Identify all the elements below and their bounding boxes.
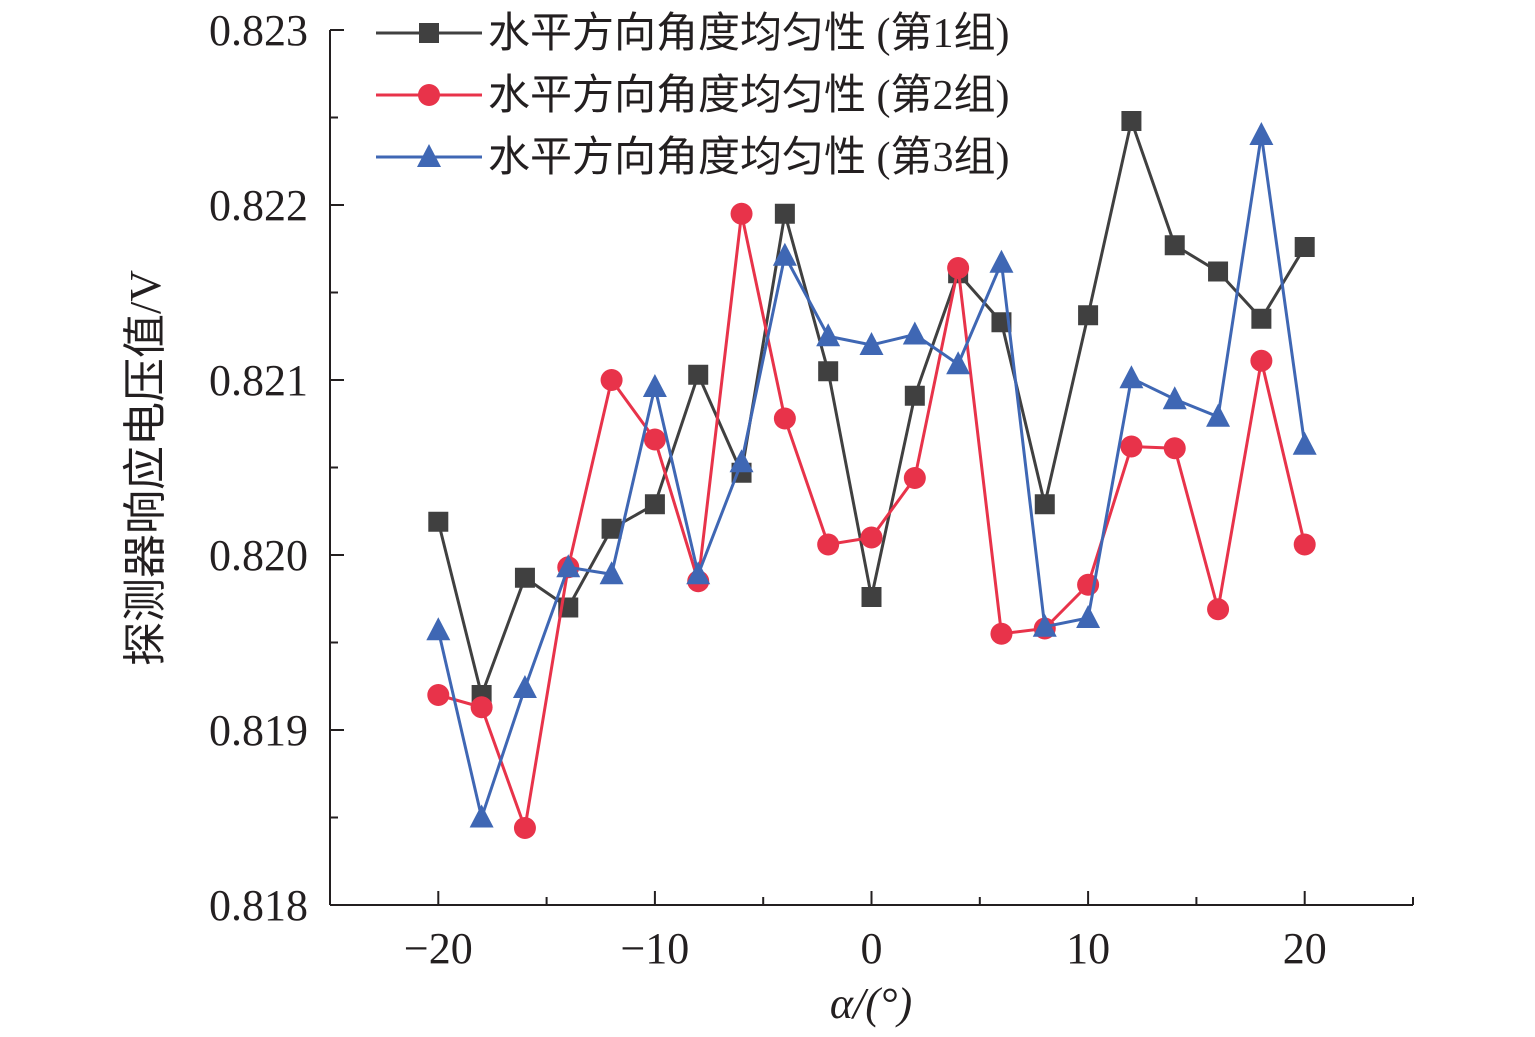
series-3-point	[599, 561, 624, 585]
y-tick-label: 0.820	[209, 531, 308, 580]
series-2-point	[860, 526, 883, 549]
series-3-point	[1292, 431, 1317, 455]
series-3-point	[772, 242, 797, 266]
series-3-point	[512, 675, 537, 698]
series-1-point	[1208, 261, 1229, 282]
x-tick-label: −20	[404, 924, 473, 973]
series-3-point	[1162, 386, 1187, 410]
series-2-point	[817, 533, 840, 556]
series-3-point	[686, 561, 711, 585]
legend-item-1: 水平方向角度均匀性 (第1组)	[376, 11, 1009, 57]
legend-item-2: 水平方向角度均匀性 (第2组)	[376, 73, 1009, 119]
legend-label: 水平方向角度均匀性 (第1组)	[488, 11, 1009, 57]
series-2-point	[600, 369, 623, 391]
series-1-point	[1078, 305, 1099, 326]
x-axis-title: α/(°)	[830, 979, 912, 1028]
series-2-point	[427, 684, 450, 706]
series-3-point	[426, 617, 451, 641]
series-2-point	[643, 428, 666, 451]
series-3-point	[1206, 403, 1231, 427]
series-3-point	[946, 351, 971, 375]
series-2-point	[1120, 435, 1143, 458]
series-1-point	[904, 385, 925, 406]
series-3	[426, 122, 1317, 828]
legend-marker	[419, 23, 439, 43]
series-3-point	[1032, 613, 1057, 637]
series-2-point	[513, 817, 536, 839]
series-2-point	[1163, 437, 1186, 460]
series-1-point	[514, 567, 535, 588]
series-3-point	[729, 449, 754, 473]
series-2-line	[437, 213, 1307, 834]
series-1-point	[818, 361, 839, 382]
series-1-point	[1251, 308, 1272, 329]
legend: 水平方向角度均匀性 (第1组) 水平方向角度均匀性 (第2组) 水平方向角度均匀性 …	[376, 11, 1009, 181]
series-1-point	[688, 364, 709, 385]
series-2-point	[1207, 598, 1230, 621]
series-2-point	[470, 696, 493, 719]
series-1-point	[601, 518, 622, 539]
legend-label: 水平方向角度均匀性 (第3组)	[488, 135, 1009, 181]
series-3-point	[642, 374, 667, 397]
series-3-point	[556, 554, 581, 578]
y-tick-label: 0.819	[209, 706, 308, 755]
series-1-point	[1121, 111, 1142, 131]
y-tick-label: 0.822	[209, 181, 308, 230]
series-2	[427, 202, 1316, 839]
series-2-point	[947, 257, 970, 279]
series-layer	[426, 111, 1317, 839]
series-1-point	[1034, 494, 1055, 515]
series-3-point	[902, 321, 927, 345]
series-3-point	[1249, 122, 1274, 145]
series-2-point	[730, 202, 753, 225]
series-1-point	[774, 203, 795, 224]
y-tick-label: 0.821	[209, 356, 308, 405]
series-1-point	[1294, 237, 1315, 257]
series-3-point	[859, 332, 884, 355]
series-3-point	[816, 323, 841, 347]
series-3-point	[469, 804, 494, 828]
series-2-point	[903, 467, 926, 489]
y-axis-title: 探测器响应电压值/V	[121, 270, 170, 666]
series-2-point	[990, 622, 1013, 645]
legend-marker	[418, 84, 440, 106]
x-tick-label: 0	[861, 924, 883, 973]
series-3-point	[989, 249, 1014, 273]
y-tick-label: 0.823	[209, 6, 308, 55]
legend-label: 水平方向角度均匀性 (第2组)	[488, 73, 1009, 119]
series-2-point	[773, 407, 796, 430]
legend-marker	[417, 144, 441, 167]
series-1-point	[428, 511, 449, 532]
axis-ticks: −20 −10 0 10 20 0.818 0.819 0.820 0.821 0.822 0.82…	[209, 6, 1414, 973]
x-tick-label: −10	[620, 924, 689, 973]
series-2-point	[1293, 533, 1316, 556]
series-2-point	[1250, 349, 1273, 372]
x-tick-label: 10	[1066, 924, 1110, 973]
y-tick-label: 0.818	[209, 881, 308, 930]
series-1-point	[861, 587, 882, 607]
series-3-point	[1076, 605, 1101, 628]
x-tick-label: 20	[1283, 924, 1327, 973]
series-1-point	[644, 494, 665, 515]
series-1-point	[1164, 235, 1185, 256]
series-3-point	[1119, 365, 1144, 389]
legend-item-3: 水平方向角度均匀性 (第3组)	[376, 135, 1009, 181]
